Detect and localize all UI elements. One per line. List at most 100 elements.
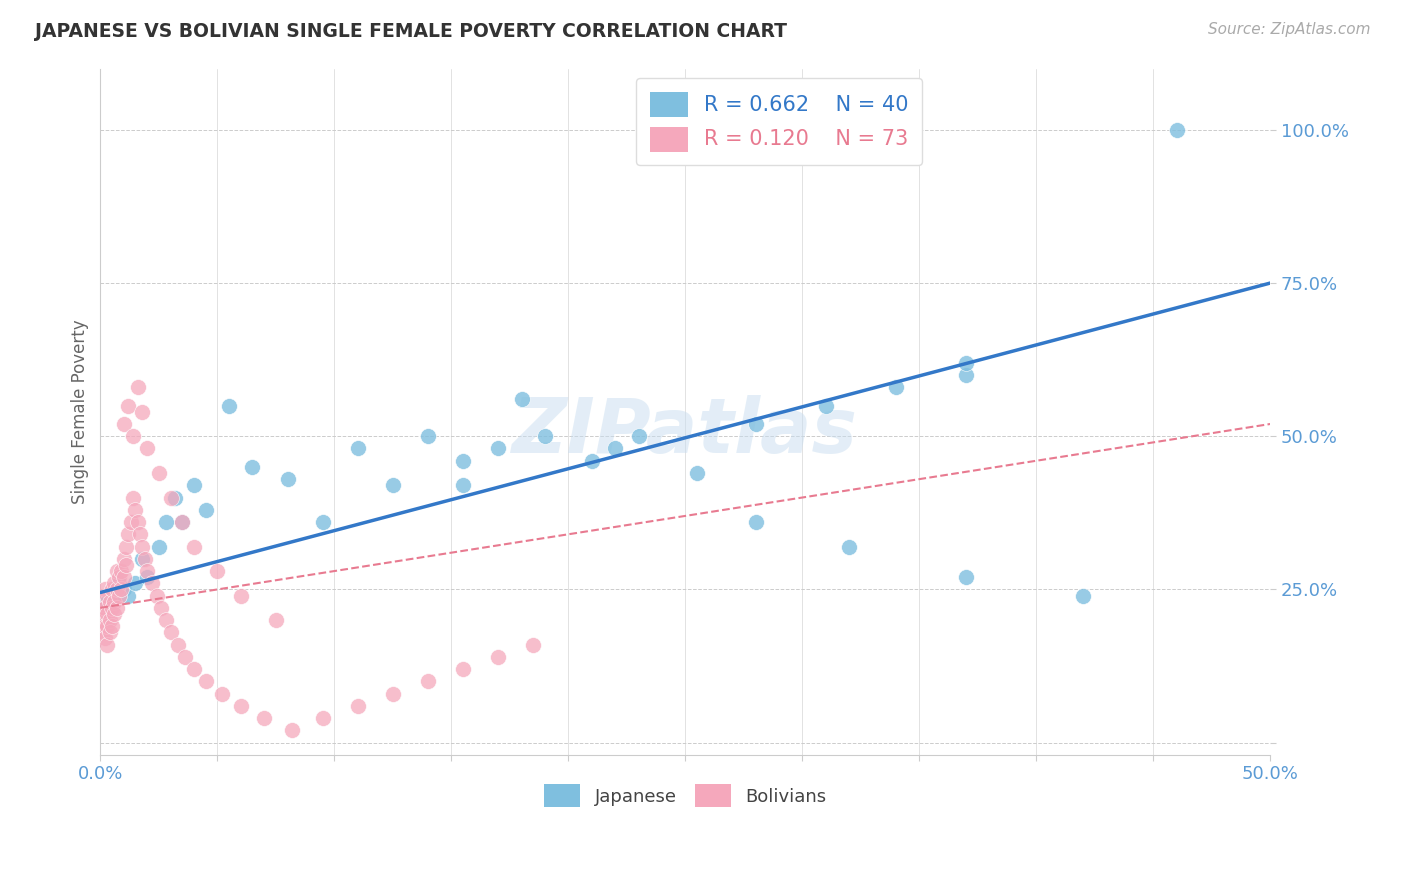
Point bbox=[277, 472, 299, 486]
Point bbox=[159, 491, 181, 505]
Point bbox=[91, 625, 114, 640]
Point bbox=[110, 564, 132, 578]
Point bbox=[131, 551, 153, 566]
Point bbox=[112, 551, 135, 566]
Point bbox=[744, 417, 766, 431]
Point bbox=[194, 674, 217, 689]
Point bbox=[103, 607, 125, 621]
Point bbox=[96, 595, 118, 609]
Point bbox=[173, 649, 195, 664]
Point bbox=[115, 558, 138, 572]
Point bbox=[605, 442, 627, 456]
Point bbox=[120, 515, 142, 529]
Point bbox=[242, 459, 264, 474]
Text: JAPANESE VS BOLIVIAN SINGLE FEMALE POVERTY CORRELATION CHART: JAPANESE VS BOLIVIAN SINGLE FEMALE POVER… bbox=[35, 22, 787, 41]
Point bbox=[124, 502, 146, 516]
Point bbox=[155, 515, 177, 529]
Point bbox=[451, 478, 474, 492]
Point bbox=[96, 589, 118, 603]
Point bbox=[165, 491, 187, 505]
Point bbox=[105, 600, 128, 615]
Point bbox=[172, 515, 194, 529]
Point bbox=[122, 491, 145, 505]
Point bbox=[183, 540, 205, 554]
Point bbox=[150, 600, 173, 615]
Point bbox=[194, 502, 217, 516]
Point bbox=[105, 564, 128, 578]
Text: ZIPatlas: ZIPatlas bbox=[512, 395, 859, 469]
Point bbox=[172, 515, 194, 529]
Point bbox=[486, 442, 509, 456]
Point bbox=[96, 607, 118, 621]
Point bbox=[838, 540, 860, 554]
Point bbox=[131, 405, 153, 419]
Y-axis label: Single Female Poverty: Single Female Poverty bbox=[72, 319, 89, 504]
Point bbox=[98, 613, 121, 627]
Point bbox=[94, 600, 117, 615]
Point bbox=[127, 515, 149, 529]
Point bbox=[98, 595, 121, 609]
Point bbox=[112, 570, 135, 584]
Legend: Japanese, Bolivians: Japanese, Bolivians bbox=[537, 777, 834, 814]
Point bbox=[522, 638, 544, 652]
Point bbox=[884, 380, 907, 394]
Point bbox=[253, 711, 276, 725]
Point bbox=[218, 399, 240, 413]
Point bbox=[101, 582, 124, 597]
Point bbox=[103, 576, 125, 591]
Point bbox=[96, 619, 118, 633]
Point bbox=[183, 662, 205, 676]
Point bbox=[581, 454, 603, 468]
Point bbox=[91, 613, 114, 627]
Point bbox=[96, 638, 118, 652]
Point bbox=[94, 632, 117, 646]
Point bbox=[103, 589, 125, 603]
Point bbox=[534, 429, 557, 443]
Point bbox=[686, 466, 709, 480]
Point bbox=[141, 576, 163, 591]
Point bbox=[229, 698, 252, 713]
Point bbox=[129, 527, 152, 541]
Point bbox=[115, 540, 138, 554]
Point bbox=[145, 589, 167, 603]
Point bbox=[311, 515, 333, 529]
Point bbox=[955, 356, 977, 370]
Point bbox=[124, 576, 146, 591]
Point bbox=[91, 600, 114, 615]
Point bbox=[136, 570, 159, 584]
Point bbox=[136, 442, 159, 456]
Point bbox=[105, 582, 128, 597]
Point bbox=[281, 723, 304, 738]
Point bbox=[122, 429, 145, 443]
Point bbox=[103, 595, 125, 609]
Point bbox=[416, 429, 439, 443]
Point bbox=[451, 454, 474, 468]
Point bbox=[381, 478, 404, 492]
Point bbox=[166, 638, 188, 652]
Point bbox=[108, 589, 131, 603]
Point bbox=[311, 711, 333, 725]
Point bbox=[94, 582, 117, 597]
Point bbox=[346, 442, 368, 456]
Point bbox=[117, 589, 139, 603]
Point bbox=[955, 570, 977, 584]
Point bbox=[117, 399, 139, 413]
Point bbox=[98, 625, 121, 640]
Point bbox=[207, 564, 229, 578]
Point bbox=[117, 527, 139, 541]
Point bbox=[627, 429, 650, 443]
Point bbox=[134, 551, 156, 566]
Point bbox=[136, 564, 159, 578]
Point bbox=[148, 466, 170, 480]
Point bbox=[108, 576, 131, 591]
Point bbox=[1166, 123, 1188, 137]
Point bbox=[416, 674, 439, 689]
Point bbox=[183, 478, 205, 492]
Point bbox=[131, 540, 153, 554]
Point bbox=[264, 613, 287, 627]
Point bbox=[744, 515, 766, 529]
Point bbox=[346, 698, 368, 713]
Text: Source: ZipAtlas.com: Source: ZipAtlas.com bbox=[1208, 22, 1371, 37]
Point bbox=[148, 540, 170, 554]
Point bbox=[127, 380, 149, 394]
